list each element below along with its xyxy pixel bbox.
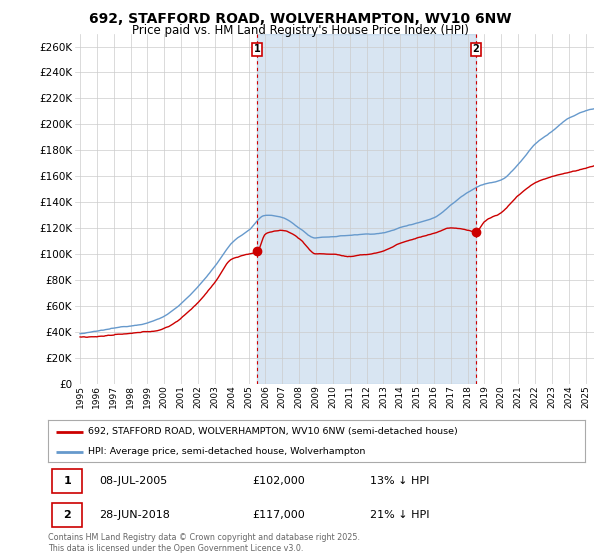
Text: 692, STAFFORD ROAD, WOLVERHAMPTON, WV10 6NW (semi-detached house): 692, STAFFORD ROAD, WOLVERHAMPTON, WV10 … (88, 427, 458, 436)
Text: 692, STAFFORD ROAD, WOLVERHAMPTON, WV10 6NW: 692, STAFFORD ROAD, WOLVERHAMPTON, WV10 … (89, 12, 511, 26)
FancyBboxPatch shape (471, 43, 481, 56)
Text: 08-JUL-2005: 08-JUL-2005 (99, 476, 167, 486)
Text: 1: 1 (63, 476, 71, 486)
Bar (257, 34, 476, 384)
Text: £117,000: £117,000 (252, 510, 305, 520)
Text: Price paid vs. HM Land Registry's House Price Index (HPI): Price paid vs. HM Land Registry's House … (131, 24, 469, 36)
FancyBboxPatch shape (252, 43, 262, 56)
Text: 13% ↓ HPI: 13% ↓ HPI (370, 476, 430, 486)
Text: 28-JUN-2018: 28-JUN-2018 (99, 510, 170, 520)
Text: Contains HM Land Registry data © Crown copyright and database right 2025.
This d: Contains HM Land Registry data © Crown c… (48, 533, 360, 553)
Text: 21% ↓ HPI: 21% ↓ HPI (370, 510, 430, 520)
FancyBboxPatch shape (52, 503, 82, 528)
Text: 2: 2 (63, 510, 71, 520)
FancyBboxPatch shape (52, 469, 82, 493)
Text: 1: 1 (254, 44, 260, 54)
Text: HPI: Average price, semi-detached house, Wolverhampton: HPI: Average price, semi-detached house,… (88, 447, 365, 456)
Text: 2: 2 (473, 44, 479, 54)
Text: £102,000: £102,000 (252, 476, 305, 486)
